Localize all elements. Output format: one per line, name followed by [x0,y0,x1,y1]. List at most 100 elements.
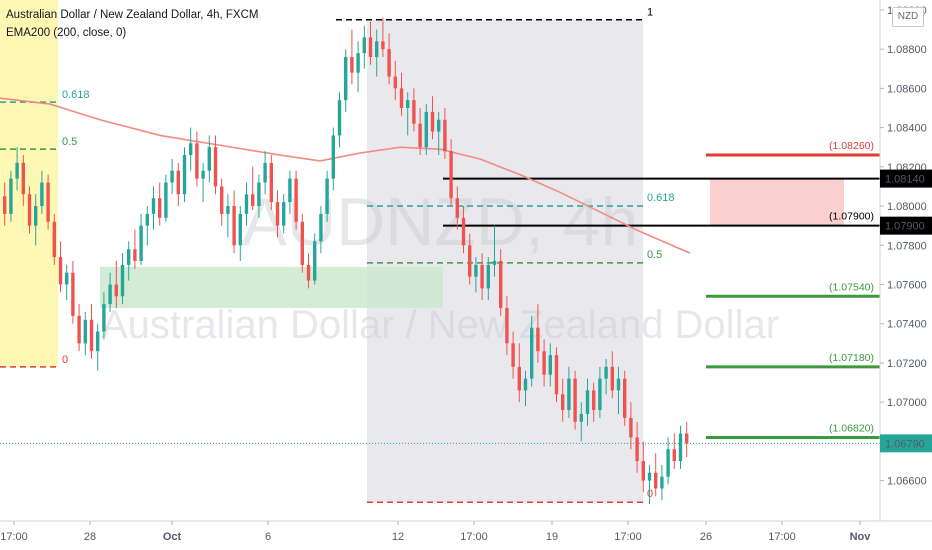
candle[interactable] [170,158,174,195]
candle[interactable] [71,260,75,324]
candle[interactable] [387,33,391,85]
candle[interactable] [561,378,565,422]
candle[interactable] [517,343,521,403]
candle[interactable] [393,60,397,101]
candle[interactable] [672,433,676,469]
candle[interactable] [362,25,366,69]
candle[interactable] [263,151,267,195]
candle[interactable] [573,370,577,430]
candle[interactable] [443,107,447,159]
candle[interactable] [232,190,236,254]
candle[interactable] [207,135,211,183]
last-price-tag[interactable]: 1.06790 [880,434,932,453]
candle[interactable] [461,206,466,254]
candle[interactable] [220,178,224,226]
candle[interactable] [158,182,162,226]
candle[interactable] [424,104,428,156]
candle[interactable] [579,402,583,442]
candle[interactable] [108,272,112,312]
candle[interactable] [238,206,242,261]
candle[interactable] [251,166,255,210]
candle[interactable] [244,182,249,226]
price-tag[interactable]: 1.07900 [880,216,932,235]
candle[interactable] [114,260,118,309]
candle[interactable] [89,304,94,360]
candle[interactable] [139,213,143,265]
currency-badge[interactable]: NZD [892,7,924,27]
candle[interactable] [65,264,69,301]
candle[interactable] [554,347,559,403]
candle[interactable] [548,343,552,387]
candle[interactable] [331,127,335,191]
ema200-line[interactable] [0,97,691,254]
candle[interactable] [604,359,608,395]
candle[interactable] [257,174,261,218]
candle[interactable] [325,170,329,222]
candle[interactable] [635,421,639,473]
candle[interactable] [654,453,658,497]
candle[interactable] [133,229,137,269]
candle[interactable] [96,323,100,371]
candle[interactable] [375,29,379,77]
candle[interactable] [381,17,385,57]
candle[interactable] [530,315,534,387]
symbol-title[interactable]: Australian Dollar / New Zealand Dollar, … [6,9,259,21]
candle[interactable] [356,41,360,93]
candle[interactable] [505,296,509,356]
candle[interactable] [344,49,348,112]
candle[interactable] [536,304,540,363]
candle[interactable] [77,304,81,352]
candle[interactable] [585,378,590,426]
candle[interactable] [678,425,683,469]
candle[interactable] [176,162,180,207]
candle[interactable] [647,464,652,505]
candle[interactable] [58,241,63,293]
candle[interactable] [195,131,199,187]
candle[interactable] [523,370,528,407]
candle[interactable] [486,257,490,301]
candle[interactable] [282,194,286,234]
candle[interactable] [27,186,32,234]
candle[interactable] [306,253,311,289]
candle[interactable] [592,382,596,422]
candle[interactable] [616,366,621,414]
candle[interactable] [145,206,149,246]
candle[interactable] [182,147,187,203]
candle[interactable] [542,339,546,387]
candle[interactable] [474,257,478,293]
candle[interactable] [127,241,131,281]
candle[interactable] [313,233,317,285]
candle[interactable] [102,292,106,340]
candle[interactable] [3,182,7,226]
candle[interactable] [511,331,515,379]
candle[interactable] [337,92,342,148]
candle[interactable] [437,111,441,156]
candle[interactable] [52,213,56,265]
candle[interactable] [499,249,503,316]
candle[interactable] [610,351,614,399]
candle[interactable] [34,194,38,246]
candle[interactable] [449,139,453,207]
candle[interactable] [9,170,13,222]
candle[interactable] [567,366,571,418]
candle[interactable] [288,170,292,214]
candle[interactable] [598,366,602,418]
candle[interactable] [15,147,19,191]
candle[interactable] [21,155,25,207]
candle[interactable] [120,253,125,305]
candle[interactable] [430,96,435,140]
candle[interactable] [269,155,273,210]
candle[interactable] [226,194,230,238]
candle[interactable] [213,135,218,195]
candle[interactable] [40,170,44,214]
candle[interactable] [492,225,497,277]
candle[interactable] [201,162,205,203]
candle[interactable] [660,464,664,501]
indicator-label[interactable]: EMA200 (200, close, 0) [6,27,127,39]
candle[interactable] [412,88,416,132]
candle[interactable] [418,107,422,156]
candle[interactable] [685,421,689,458]
candle[interactable] [455,186,459,230]
candle[interactable] [300,213,304,273]
